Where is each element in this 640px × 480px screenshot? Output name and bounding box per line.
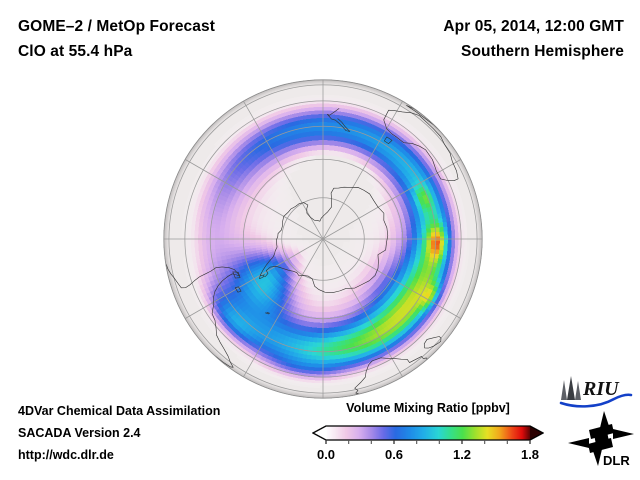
- instrument-title: GOME–2 / MetOp Forecast: [18, 18, 215, 35]
- riu-wave-icon: [559, 393, 633, 408]
- riu-logo-svg: RIU: [559, 376, 633, 408]
- colorbar-block: Volume Mixing Ratio [ppbv] 0.0 0.6 1.2 1.8: [312, 400, 544, 465]
- header-left-block: GOME–2 / MetOp Forecast ClO at 55.4 hPa: [18, 14, 348, 64]
- colorbar-tick-label: 0.6: [384, 447, 404, 462]
- globe-map: [163, 79, 483, 399]
- colorbar-tick-label: 0.0: [316, 447, 336, 462]
- colorbar-tick-labels: 0.0 0.6 1.2 1.8: [312, 447, 544, 465]
- model-version-label: SACADA Version 2.4: [18, 426, 141, 440]
- riu-wordmark: RIU: [582, 378, 620, 400]
- dlr-logo: DLR: [566, 410, 636, 468]
- colorbar-gradient-canvas: [312, 422, 544, 444]
- website-url-label: http://wdc.dlr.de: [18, 448, 114, 462]
- species-level-title: ClO at 55.4 hPa: [18, 43, 133, 60]
- colorbar-strip: [312, 422, 544, 444]
- south-polar-orthographic-canvas: [163, 79, 483, 399]
- colorbar-tick-label: 1.8: [520, 447, 540, 462]
- dlr-wordmark: DLR: [603, 453, 630, 468]
- footer-credits-block: 4DVar Chemical Data Assimilation SACADA …: [18, 400, 318, 466]
- riu-logo: RIU: [558, 374, 634, 408]
- header-right-block: Apr 05, 2014, 12:00 GMT Southern Hemisph…: [294, 14, 624, 64]
- forecast-datetime: Apr 05, 2014, 12:00 GMT: [443, 18, 624, 35]
- colorbar-tick-label: 1.2: [452, 447, 472, 462]
- assimilation-method-label: 4DVar Chemical Data Assimilation: [18, 404, 221, 418]
- dlr-logo-svg: DLR: [568, 411, 634, 468]
- hemisphere-label: Southern Hemisphere: [461, 43, 624, 60]
- riu-spires-icon: [561, 376, 581, 400]
- colorbar-title: Volume Mixing Ratio [ppbv]: [346, 401, 510, 415]
- dlr-mark-icon: [568, 411, 634, 466]
